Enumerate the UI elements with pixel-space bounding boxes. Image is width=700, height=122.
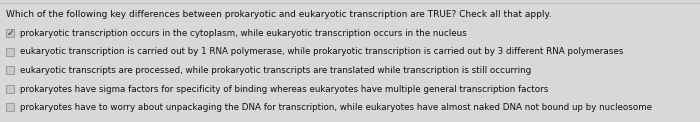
Text: eukaryotic transcription is carried out by 1 RNA polymerase, while prokaryotic t: eukaryotic transcription is carried out … — [20, 47, 624, 56]
Text: prokaryotic transcription occurs in the cytoplasm, while eukaryotic transcriptio: prokaryotic transcription occurs in the … — [20, 29, 467, 38]
Bar — [6, 47, 14, 56]
Bar — [6, 29, 14, 37]
Bar — [6, 85, 14, 92]
Text: prokaryotes have to worry about unpackaging the DNA for transcription, while euk: prokaryotes have to worry about unpackag… — [20, 103, 652, 112]
Text: ✓: ✓ — [6, 29, 14, 37]
Bar — [6, 103, 14, 111]
Text: Which of the following key differences between prokaryotic and eukaryotic transc: Which of the following key differences b… — [6, 10, 552, 19]
Text: prokaryotes have sigma factors for specificity of binding whereas eukaryotes hav: prokaryotes have sigma factors for speci… — [20, 85, 548, 93]
Text: eukaryotic transcripts are processed, while prokaryotic transcripts are translat: eukaryotic transcripts are processed, wh… — [20, 66, 531, 75]
Bar — [6, 66, 14, 74]
